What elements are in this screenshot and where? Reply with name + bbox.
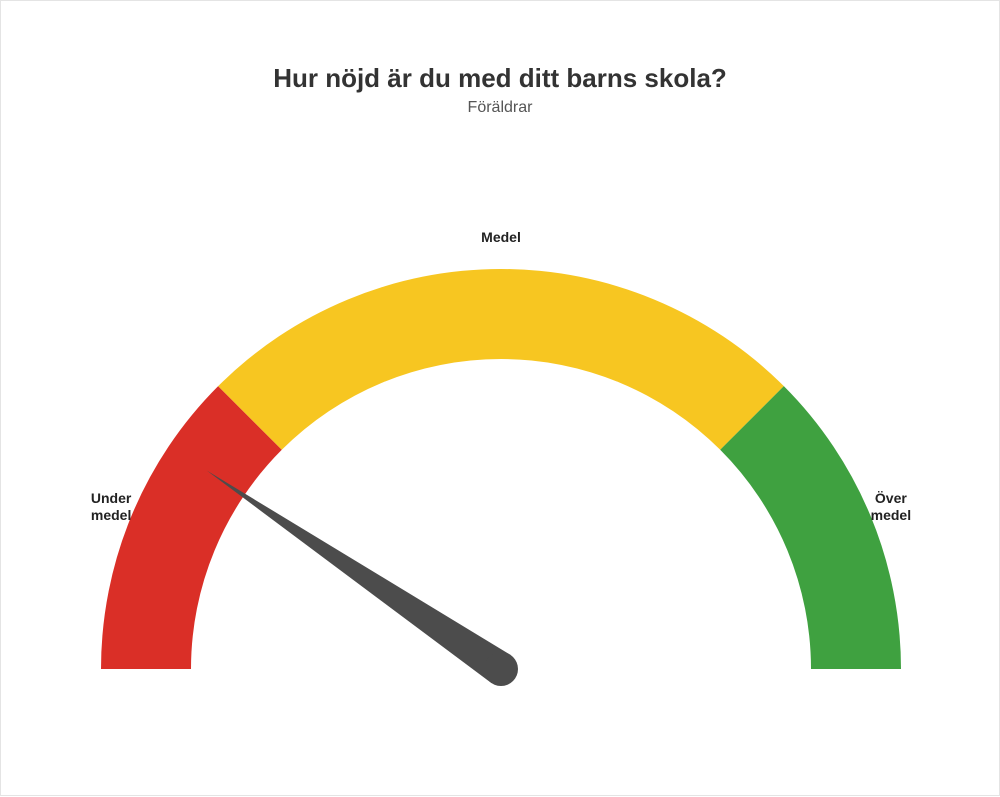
gauge-needle-hub	[484, 652, 518, 686]
gauge-needle-pointer	[207, 470, 511, 683]
gauge-label-over-medel: Över medel	[851, 490, 931, 525]
chart-frame: { "title": { "text": "Hur nöjd är du med…	[0, 0, 1000, 796]
gauge-segment-under-medel	[101, 386, 282, 669]
gauge-chart	[1, 1, 1000, 797]
gauge-segment-over-medel	[720, 386, 901, 669]
gauge-segments	[101, 269, 901, 669]
gauge-segment-medel	[218, 269, 784, 450]
gauge-needle	[207, 470, 518, 686]
gauge-label-medel: Medel	[461, 229, 541, 247]
gauge-label-under-medel: Under medel	[71, 490, 151, 525]
